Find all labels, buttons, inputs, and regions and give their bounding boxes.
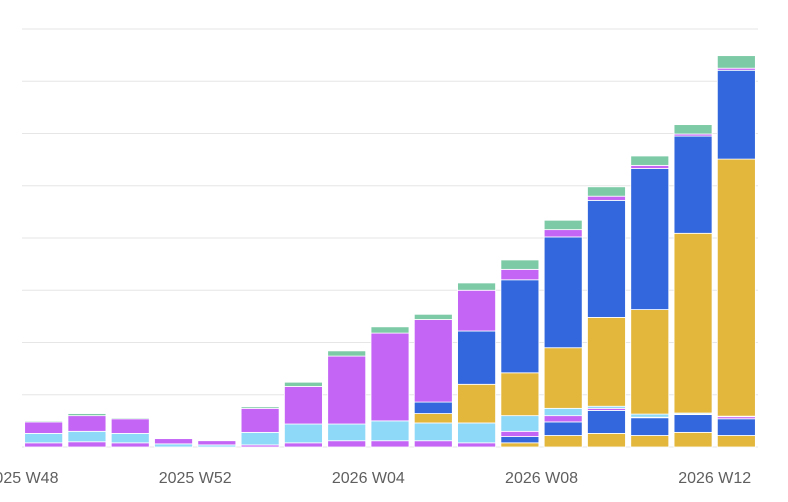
- bar-segment: [587, 199, 626, 318]
- bar-segment: [457, 289, 496, 332]
- bar-segment: [500, 415, 540, 432]
- bar-segment: [500, 372, 540, 417]
- bar-segment: [716, 418, 756, 436]
- bar-segment: [673, 135, 713, 234]
- bar-segment: [587, 410, 626, 434]
- bar-segment: [543, 421, 583, 436]
- bar-segment: [543, 229, 583, 238]
- bar-segment: [154, 438, 193, 445]
- bar-segment: [630, 155, 670, 166]
- bar-segment: [370, 326, 410, 334]
- bar-segment: [457, 442, 496, 448]
- bar-segment: [543, 236, 583, 349]
- bar-segment: [543, 347, 583, 409]
- bar-segment: [413, 413, 453, 424]
- bar-segment: [327, 350, 367, 357]
- bar-segment: [716, 435, 756, 448]
- bar-segment: [716, 69, 756, 160]
- bar-segment: [543, 407, 583, 417]
- bar-segment: [197, 440, 237, 446]
- x-tick-label: 2026 W08: [505, 470, 578, 487]
- bar-segment: [587, 195, 626, 201]
- bar-segment: [327, 440, 367, 448]
- bar-segment: [543, 219, 583, 231]
- bar-segment: [24, 421, 64, 434]
- bar-segment: [630, 309, 670, 415]
- bar-segment: [110, 418, 150, 434]
- bar-segment: [630, 413, 670, 418]
- bar-segment: [370, 440, 410, 448]
- bar-segment: [457, 383, 496, 424]
- bar-segment: [240, 406, 280, 409]
- x-tick-label: 2026 W12: [678, 470, 751, 487]
- bar-segment: [370, 420, 410, 442]
- bar-segment: [543, 415, 583, 423]
- bar-segment: [284, 442, 323, 448]
- bar-segment: [500, 430, 540, 437]
- bar-segment: [630, 164, 670, 169]
- bar-segment: [327, 355, 367, 425]
- bar-segment: [500, 442, 540, 448]
- bar-segment: [67, 413, 107, 417]
- bar-segment: [67, 441, 107, 448]
- x-tick-label: 2026 W04: [332, 470, 405, 487]
- bar-segment: [110, 442, 150, 448]
- bar-segment: [587, 317, 626, 407]
- bar-segment: [500, 259, 540, 270]
- bar-segment: [587, 433, 626, 448]
- bar-segment: [413, 319, 453, 403]
- bar-segment: [240, 431, 280, 446]
- bar-segment: [370, 332, 410, 422]
- bar-segment: [457, 330, 496, 385]
- x-tick-label: 2025 W52: [159, 470, 232, 487]
- bar-segment: [284, 423, 323, 444]
- bar-segment: [413, 313, 453, 320]
- bar-segment: [24, 420, 64, 423]
- bar-segment: [110, 433, 150, 444]
- bar-segment: [630, 435, 670, 448]
- bar-segment: [154, 443, 193, 448]
- bar-segment: [24, 442, 64, 448]
- bar-segment: [630, 168, 670, 310]
- bar-segment: [240, 407, 280, 433]
- bar-segment: [500, 268, 540, 281]
- bar-segment: [673, 414, 713, 433]
- x-tick-label: 2025 W48: [0, 470, 59, 487]
- bar-segment: [543, 435, 583, 448]
- bar-segment: [67, 430, 107, 443]
- bar-segment: [67, 415, 107, 432]
- bar-segment: [413, 422, 453, 442]
- bar-segment: [673, 124, 713, 135]
- bar-segment: [673, 232, 713, 414]
- bar-segment: [457, 282, 496, 291]
- bar-segment: [24, 433, 64, 444]
- bar-segment: [716, 55, 756, 69]
- bar-segment: [630, 417, 670, 436]
- bar-segment: [587, 186, 626, 197]
- bar-segment: [110, 417, 150, 420]
- bar-segment: [413, 440, 453, 448]
- bar-segment: [284, 385, 323, 425]
- bar-segment: [673, 431, 713, 448]
- bar-segment: [716, 158, 756, 417]
- bar-segment: [413, 401, 453, 414]
- bar-segment: [457, 422, 496, 444]
- bar-segment: [500, 436, 540, 444]
- bar-segment: [284, 381, 323, 387]
- bar-segment: [500, 279, 540, 374]
- bar-segment: [327, 423, 367, 442]
